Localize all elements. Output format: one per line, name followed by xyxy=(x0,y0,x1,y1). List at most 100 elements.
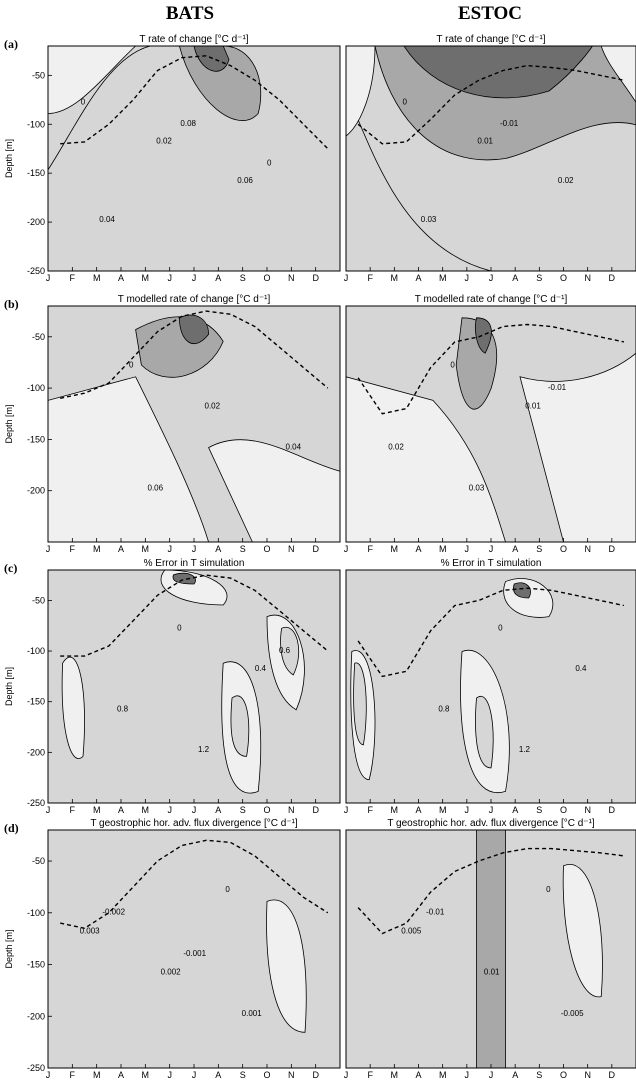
mixed-layer-depth-line xyxy=(60,55,329,150)
contour-label: 0.4 xyxy=(255,664,267,673)
contour-label: -0.005 xyxy=(561,1009,584,1018)
contour-label: -0.01 xyxy=(548,383,567,392)
x-tick-label: J xyxy=(489,544,494,554)
contour-fills: 0 0.01 0.02 0.03 -0.01 xyxy=(346,46,636,271)
x-tick-label: F xyxy=(367,805,373,815)
x-tick-label: O xyxy=(560,273,567,283)
x-tick-label: J xyxy=(489,1070,494,1080)
panel-bats-c: 0 0.4 0.8 1.2 0.6 % Error in T simulation (c) J… xyxy=(4,558,341,815)
y-tick-label: -250 xyxy=(27,266,45,276)
panel-estoc-d: 0 0.005 0.01 -0.005 -0.01 T geostrophic hor. … xyxy=(344,818,636,1080)
panels-group: 0 0.02 0.06 0.04 0.08 0 T rate of change [°C d… xyxy=(4,34,636,1080)
y-tick-label: -200 xyxy=(27,1011,45,1021)
x-tick-label: A xyxy=(118,1070,124,1080)
y-tick-label: -100 xyxy=(27,383,45,393)
x-tick-label: S xyxy=(240,1070,246,1080)
x-tick-label: F xyxy=(367,1070,373,1080)
x-tick-label: F xyxy=(70,1070,76,1080)
contour-fills: 0 0.005 0.01 -0.005 -0.01 xyxy=(346,830,636,1068)
panel-title: % Error in T simulation xyxy=(144,558,245,569)
x-tick-label: A xyxy=(512,1070,518,1080)
x-tick-label: S xyxy=(536,544,542,554)
contour-fills: 0 0.02 0.06 0.04 0.08 0 xyxy=(48,46,340,271)
x-tick-label: O xyxy=(560,544,567,554)
x-tick-label: D xyxy=(609,805,616,815)
contour-label: 0.01 xyxy=(477,137,493,146)
contour-label: 0.001 xyxy=(242,1009,263,1018)
x-tick-label: D xyxy=(312,805,319,815)
x-tick-label: N xyxy=(288,805,295,815)
contour-region xyxy=(562,864,603,998)
x-tick-label: J xyxy=(344,805,349,815)
contour-label: 0 xyxy=(450,360,455,369)
x-tick-label: N xyxy=(584,544,591,554)
contour-label: -0.01 xyxy=(500,119,519,128)
y-axis-label: Depth [m] xyxy=(4,929,14,968)
y-axis-label: Depth [m] xyxy=(4,404,14,443)
contour-label: 0 xyxy=(267,158,272,167)
x-tick-label: O xyxy=(560,805,567,815)
x-tick-label: M xyxy=(391,805,399,815)
x-tick-label: O xyxy=(263,273,270,283)
x-tick-label: N xyxy=(584,805,591,815)
x-tick-label: F xyxy=(70,544,76,554)
x-tick-label: M xyxy=(93,1070,101,1080)
contour-label: -0.001 xyxy=(183,949,206,958)
contour-label: 0 xyxy=(225,885,230,894)
y-tick-label: -150 xyxy=(27,960,45,970)
x-tick-label: M xyxy=(391,1070,399,1080)
x-tick-label: S xyxy=(240,544,246,554)
x-tick-label: J xyxy=(465,544,470,554)
contour-label: 0 xyxy=(546,885,551,894)
contour-label: 0.01 xyxy=(484,968,500,977)
x-tick-label: O xyxy=(263,805,270,815)
x-tick-label: J xyxy=(46,544,51,554)
contour-label: 0.6 xyxy=(279,646,291,655)
contour-label: 0 xyxy=(177,624,182,633)
panel-title: T modelled rate of change [°C d⁻¹] xyxy=(118,294,271,305)
contour-label: 0.06 xyxy=(237,176,253,185)
x-tick-label: M xyxy=(391,273,399,283)
x-tick-label: J xyxy=(489,273,494,283)
contour-region xyxy=(178,314,210,345)
x-tick-label: J xyxy=(489,805,494,815)
x-tick-label: M xyxy=(142,805,150,815)
mixed-layer-depth-line xyxy=(357,587,625,678)
panel-title: T rate of change [°C d⁻¹] xyxy=(139,34,248,45)
x-tick-label: A xyxy=(215,1070,221,1080)
x-tick-label: A xyxy=(215,544,221,554)
x-tick-label: A xyxy=(512,273,518,283)
y-tick-label: -100 xyxy=(27,908,45,918)
x-tick-label: M xyxy=(439,805,447,815)
contour-region xyxy=(476,830,506,1068)
x-tick-label: J xyxy=(192,805,197,815)
x-tick-label: D xyxy=(609,1070,616,1080)
contour-fills: 0 0.02 0.04 0.06 xyxy=(48,310,340,542)
x-tick-label: F xyxy=(70,805,76,815)
x-tick-label: D xyxy=(609,544,616,554)
contour-label: -0.002 xyxy=(102,908,125,917)
panel-letter: (c) xyxy=(4,561,17,575)
contour-label: 0 xyxy=(498,624,503,633)
column-header-bats: BATS xyxy=(166,3,214,24)
x-tick-label: M xyxy=(391,544,399,554)
panel-title: T rate of change [°C d⁻¹] xyxy=(436,34,545,45)
contour-region xyxy=(266,899,307,1033)
contour-label: 0.02 xyxy=(156,137,172,146)
panel-title: T modelled rate of change [°C d⁻¹] xyxy=(415,294,568,305)
x-tick-label: J xyxy=(344,544,349,554)
contour-region xyxy=(513,582,531,599)
contour-region xyxy=(48,376,340,542)
x-tick-label: J xyxy=(167,273,172,283)
panel-title: % Error in T simulation xyxy=(441,558,542,569)
x-tick-label: A xyxy=(415,805,421,815)
y-tick-label: -50 xyxy=(32,332,45,342)
y-tick-label: -150 xyxy=(27,434,45,444)
contour-fills: 0 0.01 0.02 0.03 -0.01 xyxy=(346,317,636,542)
x-tick-label: M xyxy=(439,273,447,283)
contour-region xyxy=(230,626,300,757)
contour-label: 0.02 xyxy=(558,176,574,185)
y-tick-label: -100 xyxy=(27,119,45,129)
x-tick-label: A xyxy=(415,273,421,283)
contour-region xyxy=(48,830,340,1068)
